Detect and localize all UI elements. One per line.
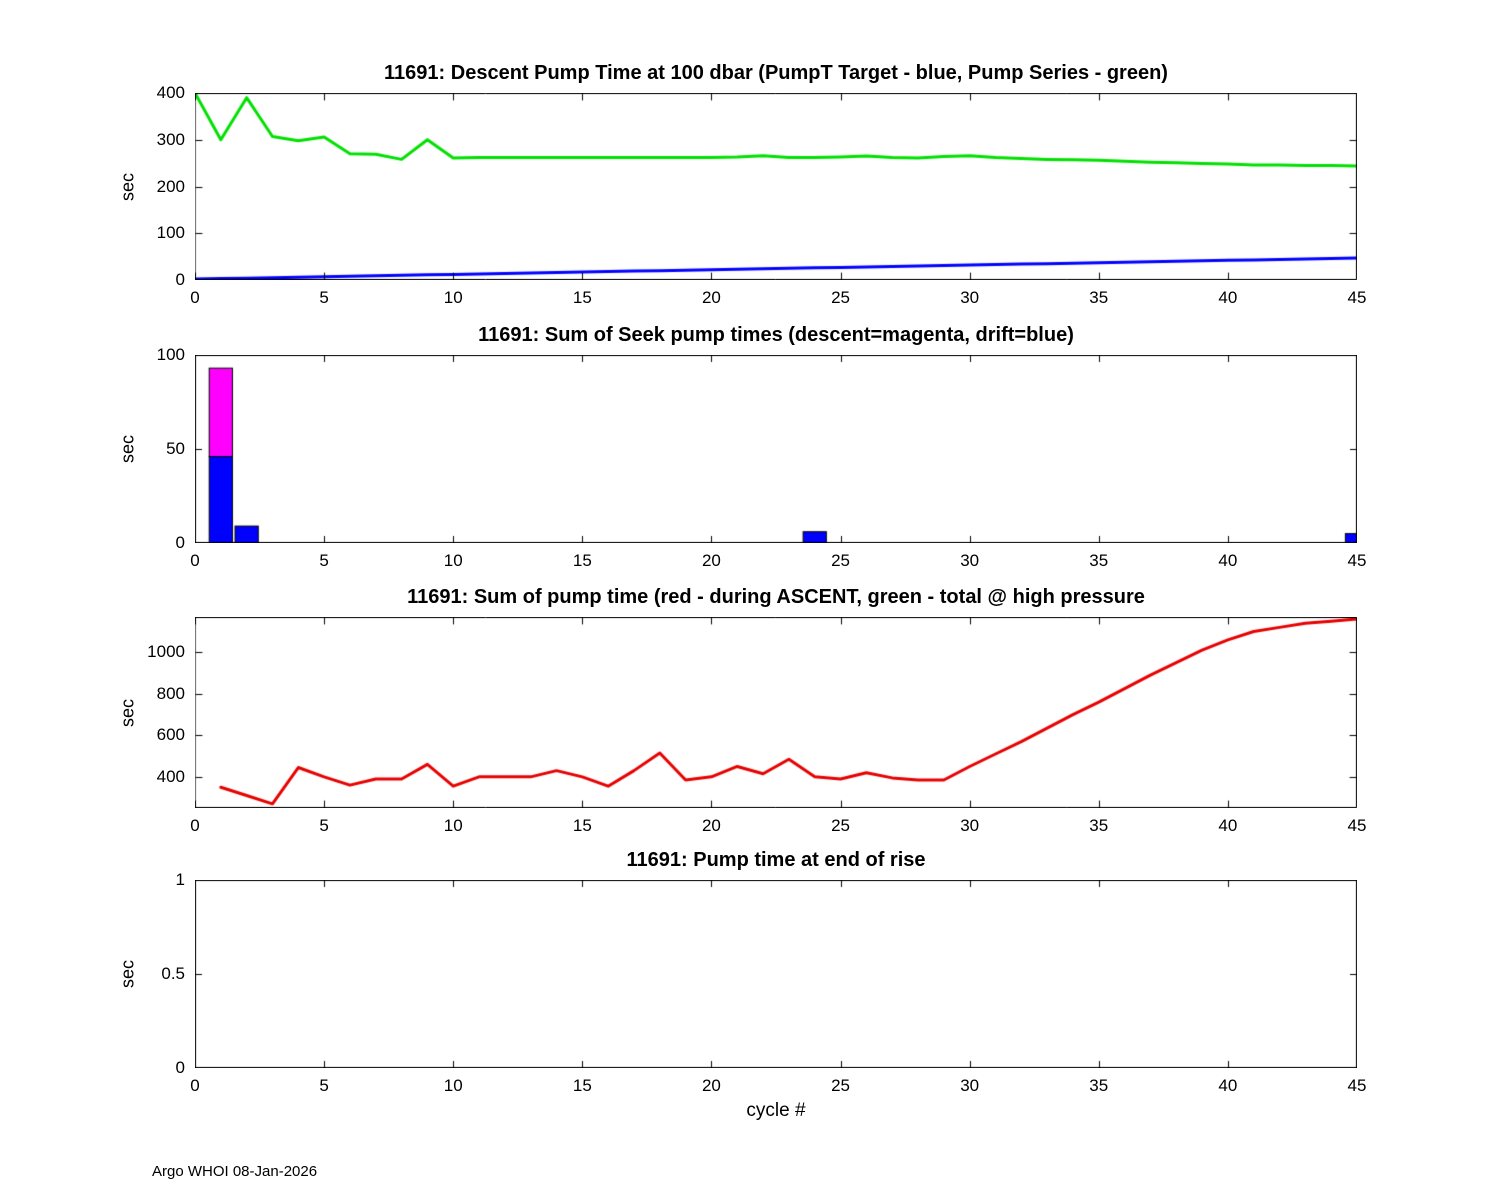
x-tick-label: 0 xyxy=(190,1076,200,1095)
x-tick-label: 25 xyxy=(831,1076,851,1095)
x-tick-label: 45 xyxy=(1347,1076,1367,1095)
y-tick-label: 0 xyxy=(175,1058,185,1077)
y-tick-label: 600 xyxy=(156,725,185,745)
x-tick-label: 40 xyxy=(1218,1076,1238,1095)
x-tick-label: 20 xyxy=(701,816,721,835)
x-tick-label: 5 xyxy=(319,551,329,570)
x-tick-label: 25 xyxy=(831,551,851,570)
y-tick-label: 400 xyxy=(156,766,185,786)
y-tick-label: 200 xyxy=(156,176,185,196)
subplot-4-title: 11691: Pump time at end of rise xyxy=(626,849,926,871)
x-tick-label: 10 xyxy=(443,816,463,835)
x-tick-label: 15 xyxy=(572,816,592,835)
x-tick-label: 5 xyxy=(319,288,329,307)
x-tick-label: 0 xyxy=(190,551,200,570)
y-tick-label: 1000 xyxy=(147,642,185,662)
y-tick-label: 100 xyxy=(156,345,185,364)
subplot-1-ylabel: sec xyxy=(117,172,138,201)
x-tick-label: 40 xyxy=(1218,288,1238,307)
x-tick-label: 20 xyxy=(701,1076,721,1095)
x-tick-label: 35 xyxy=(1089,816,1109,835)
x-tick-label: 35 xyxy=(1089,551,1109,570)
x-tick-label: 40 xyxy=(1218,816,1238,835)
y-tick-label: 0 xyxy=(175,270,185,289)
subplot-1-descent-pump-time-plot xyxy=(195,93,1357,280)
x-tick-label: 35 xyxy=(1089,288,1109,307)
y-tick-label: 100 xyxy=(156,223,185,243)
y-tick-label: 50 xyxy=(166,439,185,458)
x-tick-label: 10 xyxy=(443,1076,463,1095)
x-tick-label: 25 xyxy=(831,288,851,307)
x-tick-label: 40 xyxy=(1218,551,1238,570)
x-tick-label: 5 xyxy=(319,1076,329,1095)
x-tick-label: 30 xyxy=(960,288,980,307)
subplot-3-sum-pump-time-plot xyxy=(195,617,1357,808)
subplot-2-title: 11691: Sum of Seek pump times (descent=m… xyxy=(478,324,1074,346)
subplot-1-title: 11691: Descent Pump Time at 100 dbar (Pu… xyxy=(384,62,1168,84)
x-tick-label: 30 xyxy=(960,551,980,570)
x-tick-label: 0 xyxy=(190,288,200,307)
subplot-3-ylabel: sec xyxy=(117,698,138,727)
x-tick-label: 45 xyxy=(1347,551,1367,570)
x-tick-label: 0 xyxy=(190,816,200,835)
footer-watermark: Argo WHOI 08-Jan-2026 xyxy=(152,1163,318,1180)
x-tick-label: 15 xyxy=(572,551,592,570)
x-tick-label: 5 xyxy=(319,816,329,835)
x-tick-label: 10 xyxy=(443,551,463,570)
subplot-2-seek-pump-times-plot xyxy=(195,355,1357,543)
y-tick-label: 0.5 xyxy=(161,964,185,983)
subplot-4-ylabel: sec xyxy=(117,959,138,989)
x-tick-label: 10 xyxy=(443,288,463,307)
x-tick-label: 20 xyxy=(701,551,721,570)
x-axis-label: cycle # xyxy=(746,1100,806,1121)
x-tick-label: 30 xyxy=(960,816,980,835)
x-tick-label: 45 xyxy=(1347,288,1367,307)
x-tick-label: 35 xyxy=(1089,1076,1109,1095)
subplot-4-pump-time-end-of-rise-plot xyxy=(195,880,1357,1068)
y-tick-label: 400 xyxy=(156,83,185,102)
x-tick-label: 30 xyxy=(960,1076,980,1095)
y-tick-label: 0 xyxy=(175,533,185,552)
x-tick-label: 15 xyxy=(572,288,592,307)
y-tick-label: 1 xyxy=(175,870,185,889)
x-tick-label: 15 xyxy=(572,1076,592,1095)
y-tick-label: 300 xyxy=(156,129,185,149)
subplot-2-ylabel: sec xyxy=(117,434,138,464)
y-tick-label: 800 xyxy=(156,683,185,703)
x-tick-label: 25 xyxy=(831,816,851,835)
x-tick-label: 45 xyxy=(1347,816,1367,835)
x-tick-label: 20 xyxy=(701,288,721,307)
subplot-3-title: 11691: Sum of pump time (red - during AS… xyxy=(407,586,1145,608)
